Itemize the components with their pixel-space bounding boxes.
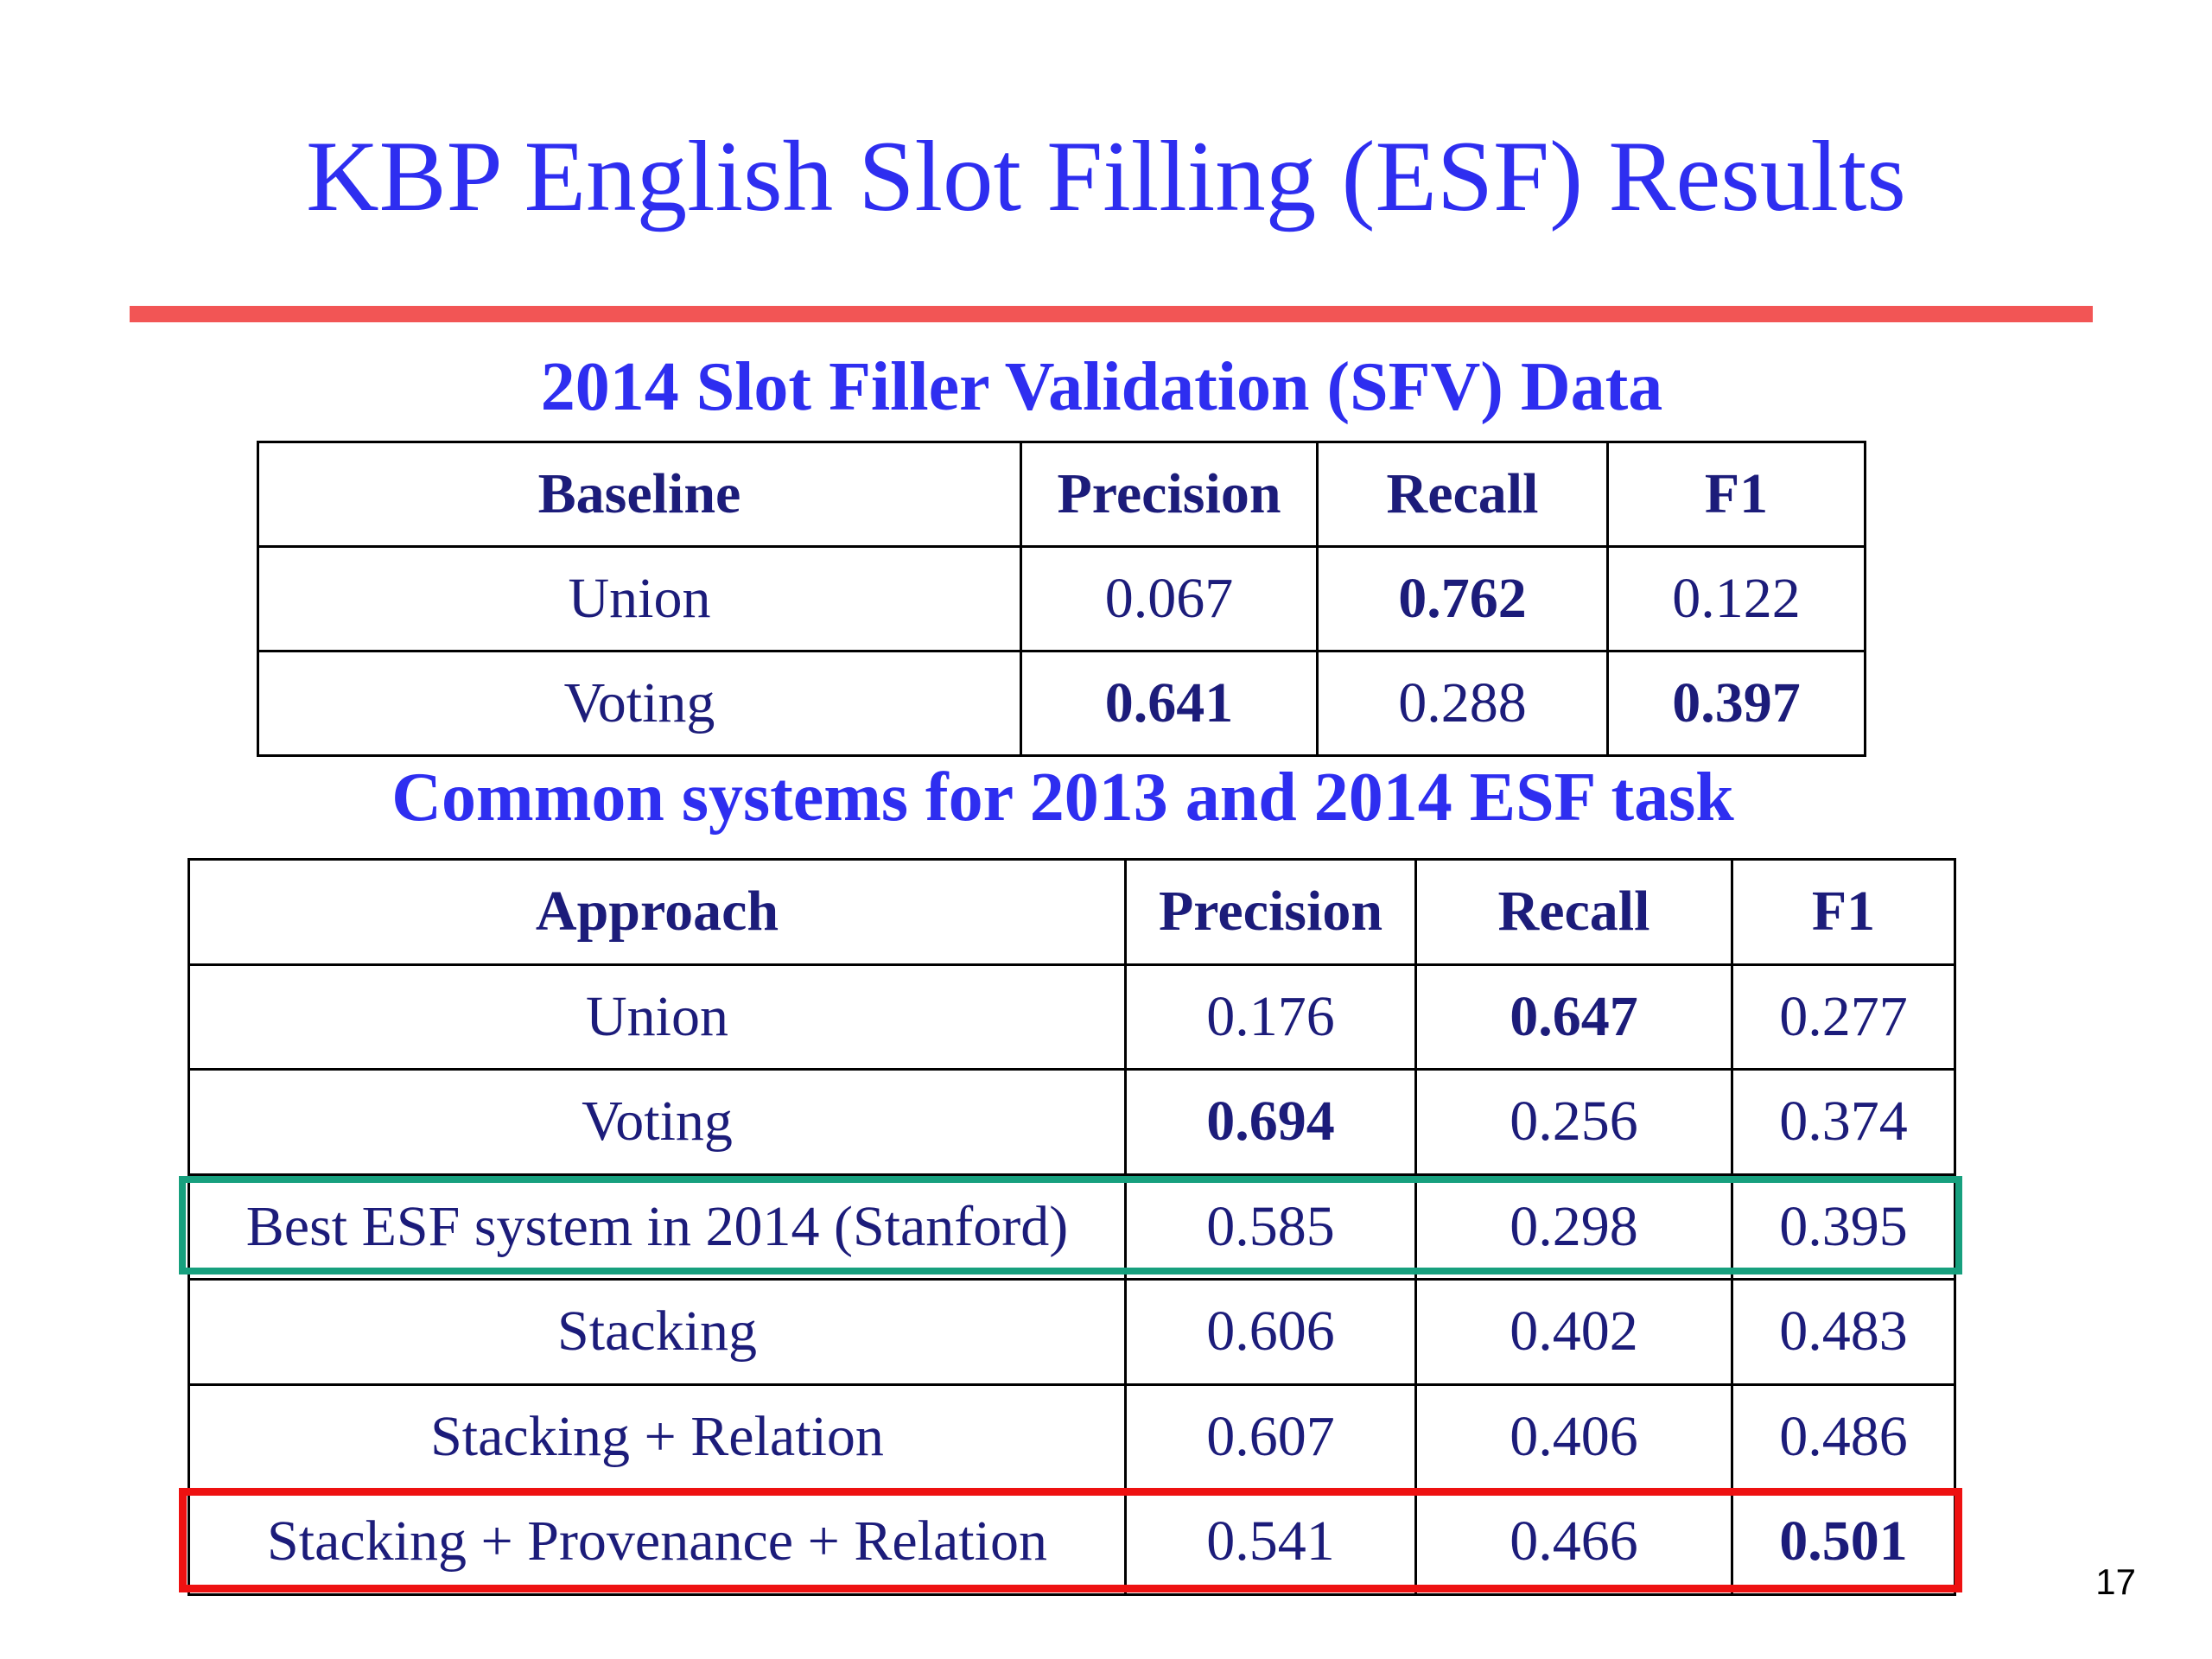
f1-cell: 0.395 [1731,1173,1956,1281]
esf-section-title: Common systems for 2013 and 2014 ESF tas… [391,760,1734,836]
recall-cell: 0.406 [1414,1382,1733,1491]
sfv-section-title: 2014 Slot Filler Validation (SFV) Data [540,349,1663,425]
column-header-f1: F1 [1731,858,1956,966]
column-header-recall: Recall [1316,441,1609,548]
precision-cell: 0.607 [1124,1382,1417,1491]
recall-cell: 0.256 [1414,1068,1733,1176]
column-header-precision: Precision [1124,858,1417,966]
table-row: Union 0.067 0.762 0.122 [257,545,1866,652]
recall-cell: 0.466 [1414,1488,1733,1596]
title-divider [130,306,2093,322]
table-header-row: Baseline Precision Recall F1 [257,441,1866,548]
recall-cell: 0.762 [1316,545,1609,652]
approach-name-cell: Stacking + Provenance + Relation [188,1488,1127,1596]
column-header-f1: F1 [1606,441,1866,548]
f1-cell: 0.397 [1606,650,1866,757]
column-header-precision: Precision [1020,441,1319,548]
precision-cell: 0.585 [1124,1173,1417,1281]
table-row: Best ESF system in 2014 (Stanford) 0.585… [188,1173,1956,1281]
recall-cell: 0.402 [1414,1278,1733,1386]
f1-cell: 0.486 [1731,1382,1956,1491]
table-row: Stacking + Relation 0.607 0.406 0.486 [188,1382,1956,1491]
table-row: Stacking 0.606 0.402 0.483 [188,1278,1956,1386]
approach-name-cell: Voting [188,1068,1127,1176]
sfv-results-table: Baseline Precision Recall F1 Union 0.067… [257,441,1866,757]
f1-cell: 0.501 [1731,1488,1956,1596]
baseline-name-cell: Voting [257,650,1022,757]
table-row: Voting 0.694 0.256 0.374 [188,1068,1956,1176]
table-row: Voting 0.641 0.288 0.397 [257,650,1866,757]
f1-cell: 0.122 [1606,545,1866,652]
recall-cell: 0.298 [1414,1173,1733,1281]
f1-cell: 0.483 [1731,1278,1956,1386]
precision-cell: 0.176 [1124,963,1417,1071]
precision-cell: 0.694 [1124,1068,1417,1176]
column-header-baseline: Baseline [257,441,1022,548]
column-header-recall: Recall [1414,858,1733,966]
recall-cell: 0.647 [1414,963,1733,1071]
precision-cell: 0.067 [1020,545,1319,652]
table-row: Stacking + Provenance + Relation 0.541 0… [188,1488,1956,1596]
approach-name-cell: Union [188,963,1127,1071]
approach-name-cell: Stacking [188,1278,1127,1386]
table-header-row: Approach Precision Recall F1 [188,858,1956,966]
esf-results-table: Approach Precision Recall F1 Union 0.176… [188,858,1956,1596]
column-header-approach: Approach [188,858,1127,966]
page-number: 17 [2095,1561,2136,1602]
approach-name-cell: Stacking + Relation [188,1382,1127,1491]
approach-name-cell: Best ESF system in 2014 (Stanford) [188,1173,1127,1281]
precision-cell: 0.606 [1124,1278,1417,1386]
precision-cell: 0.641 [1020,650,1319,757]
slide-title: KBP English Slot Filling (ESF) Results [306,121,1906,232]
table-row: Union 0.176 0.647 0.277 [188,963,1956,1071]
precision-cell: 0.541 [1124,1488,1417,1596]
baseline-name-cell: Union [257,545,1022,652]
f1-cell: 0.277 [1731,963,1956,1071]
recall-cell: 0.288 [1316,650,1609,757]
f1-cell: 0.374 [1731,1068,1956,1176]
